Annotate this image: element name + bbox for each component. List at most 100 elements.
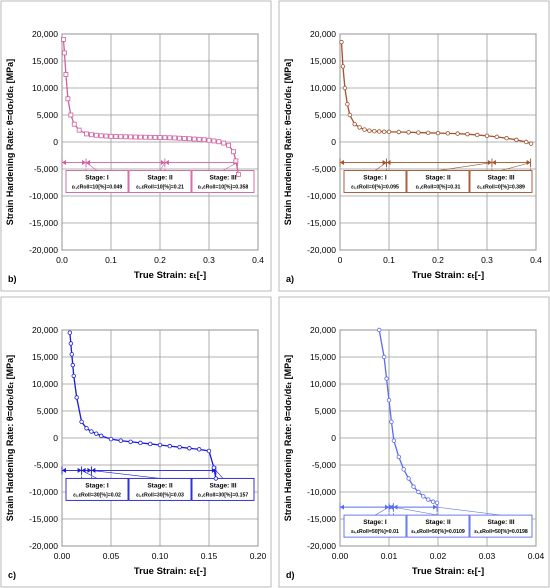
data-point — [206, 448, 212, 454]
stage-leader — [500, 162, 531, 171]
data-point — [216, 139, 222, 145]
stage-formula: εₜ,εRoll=10[%]=0.358 — [198, 185, 249, 191]
data-point — [406, 130, 411, 135]
data-point — [103, 133, 109, 139]
data-point — [523, 139, 529, 145]
data-point — [201, 137, 207, 143]
data-point — [74, 395, 79, 400]
x-tick-label: 0.2 — [432, 255, 444, 265]
stage-annotation: Stage: I εₜ,εRoll=50[%]=0.01 — [343, 514, 407, 538]
stage-formula: εₜ,εRoll=30[%]=0.02 — [73, 492, 121, 498]
data-point — [69, 352, 74, 357]
y-tick-label: 0 — [53, 433, 58, 443]
stage-arrow-right — [433, 504, 438, 510]
stage-formula: εₜ,εRoll=30[%]=0.157 — [198, 492, 249, 498]
data-point — [63, 72, 69, 77]
data-point — [474, 132, 480, 138]
data-point — [191, 136, 197, 142]
data-point — [494, 134, 499, 140]
stage-label: Stage: I — [85, 482, 109, 489]
data-point — [396, 129, 401, 135]
y-tick-label: 20,000 — [310, 325, 336, 335]
data-point — [157, 442, 163, 448]
y-tick-label: 5,000 — [315, 406, 337, 416]
chart-panel-d: 0.00 0.01 0.02 0.03 0.04 20,000 15,000 10,000 5,… — [278, 296, 550, 588]
x-tick-label: 0.1 — [383, 255, 395, 265]
data-point — [167, 135, 173, 141]
data-point — [235, 171, 241, 177]
stage-arrow-left — [62, 160, 66, 166]
stage-annotation: Stage: III εₜ,εRoll=0[%]=0.389 — [469, 170, 533, 193]
data-point — [108, 436, 114, 442]
data-point — [162, 135, 168, 141]
stage-arrow-right — [382, 160, 387, 166]
data-point — [84, 131, 89, 137]
data-point — [213, 476, 219, 481]
stage-label: Stage: III — [487, 175, 514, 182]
y-tick-label: -20,000 — [307, 245, 336, 255]
data-point — [98, 433, 104, 439]
data-point — [98, 133, 104, 139]
stage-arrow-right — [77, 467, 82, 473]
stage-leader — [436, 506, 502, 516]
data-point — [376, 129, 382, 134]
data-point — [211, 465, 217, 470]
y-tick-label: -5,000 — [34, 164, 58, 174]
data-point — [84, 426, 89, 431]
x-axis-label: True Strain: εₜ[-] — [134, 270, 206, 281]
stage-arrow-left — [393, 504, 398, 510]
stage-arrow-right — [160, 160, 165, 166]
data-point — [528, 141, 534, 146]
data-point — [89, 132, 94, 138]
data-point — [137, 134, 143, 140]
stage-annotation: Stage: I εₜ,εRoll=30[%]=0.02 — [65, 477, 129, 501]
data-point — [113, 134, 119, 140]
stage-formula: εₜ,εRoll=50[%]=0.0109 — [411, 529, 465, 535]
data-point — [186, 136, 192, 142]
data-point — [167, 443, 172, 449]
data-point — [61, 37, 66, 42]
data-point — [138, 440, 143, 446]
stage-label: Stage: III — [209, 175, 236, 182]
x-tick-label: 0.01 — [381, 551, 398, 561]
stage-label: Stage: I — [363, 519, 387, 526]
data-point — [196, 447, 202, 452]
data-point — [206, 137, 212, 143]
stage-annotation: Stage: I εₜ,εRoll=10[%]=0.049 — [65, 170, 129, 193]
stage-formula: εₜ,εRoll=0[%]=0.389 — [477, 185, 525, 191]
y-axis-label: Strain Hardening Rate: θ=dσₜ/dεₜ [MPa] — [283, 355, 293, 521]
data-point — [384, 376, 389, 381]
data-point — [367, 128, 372, 133]
data-point — [62, 50, 67, 56]
data-point — [182, 136, 187, 141]
stage-leader — [393, 506, 439, 516]
data-point — [339, 39, 344, 45]
panel-label: b) — [8, 274, 17, 284]
data-point — [455, 131, 460, 136]
data-point — [484, 133, 490, 138]
stage-label: Stage: I — [363, 175, 387, 182]
chart-panel-a: 0 0.1 0.2 0.3 0.4 20,000 15,000 10,000 5,000 0 -5,… — [278, 0, 550, 292]
x-tick-label: 0.3 — [203, 255, 215, 265]
data-point — [133, 134, 138, 140]
stage-arrow-right — [385, 504, 389, 510]
x-axis-label: True Strain: εₜ[-] — [412, 270, 484, 281]
y-tick-label: 10,000 — [32, 83, 58, 93]
stage-annotation: Stage: II εₜ,εRoll=10[%]=0.21 — [128, 170, 192, 193]
x-tick-label: 0.0 — [56, 255, 68, 265]
data-point — [211, 138, 217, 144]
stage-formula: εₜ,εRoll=10[%]=0.21 — [136, 185, 184, 191]
x-tick-label: 0.04 — [528, 551, 545, 561]
x-axis-label: True Strain: εₜ[-] — [412, 566, 484, 577]
stage-formula: εₜ,εRoll=50[%]=0.0198 — [474, 529, 528, 535]
y-tick-label: -5,000 — [312, 164, 336, 174]
data-point — [187, 446, 192, 451]
data-point — [465, 131, 470, 137]
y-tick-label: -15,000 — [307, 218, 336, 228]
data-point — [430, 499, 436, 504]
stage-formula: εₜ,εRoll=10[%]=0.049 — [72, 185, 123, 191]
stage-formula: εₜ,εRoll=30[%]=0.03 — [136, 492, 184, 498]
data-point — [386, 397, 392, 403]
x-tick-label: 0 — [338, 255, 343, 265]
stage-arrow-left — [340, 504, 344, 510]
